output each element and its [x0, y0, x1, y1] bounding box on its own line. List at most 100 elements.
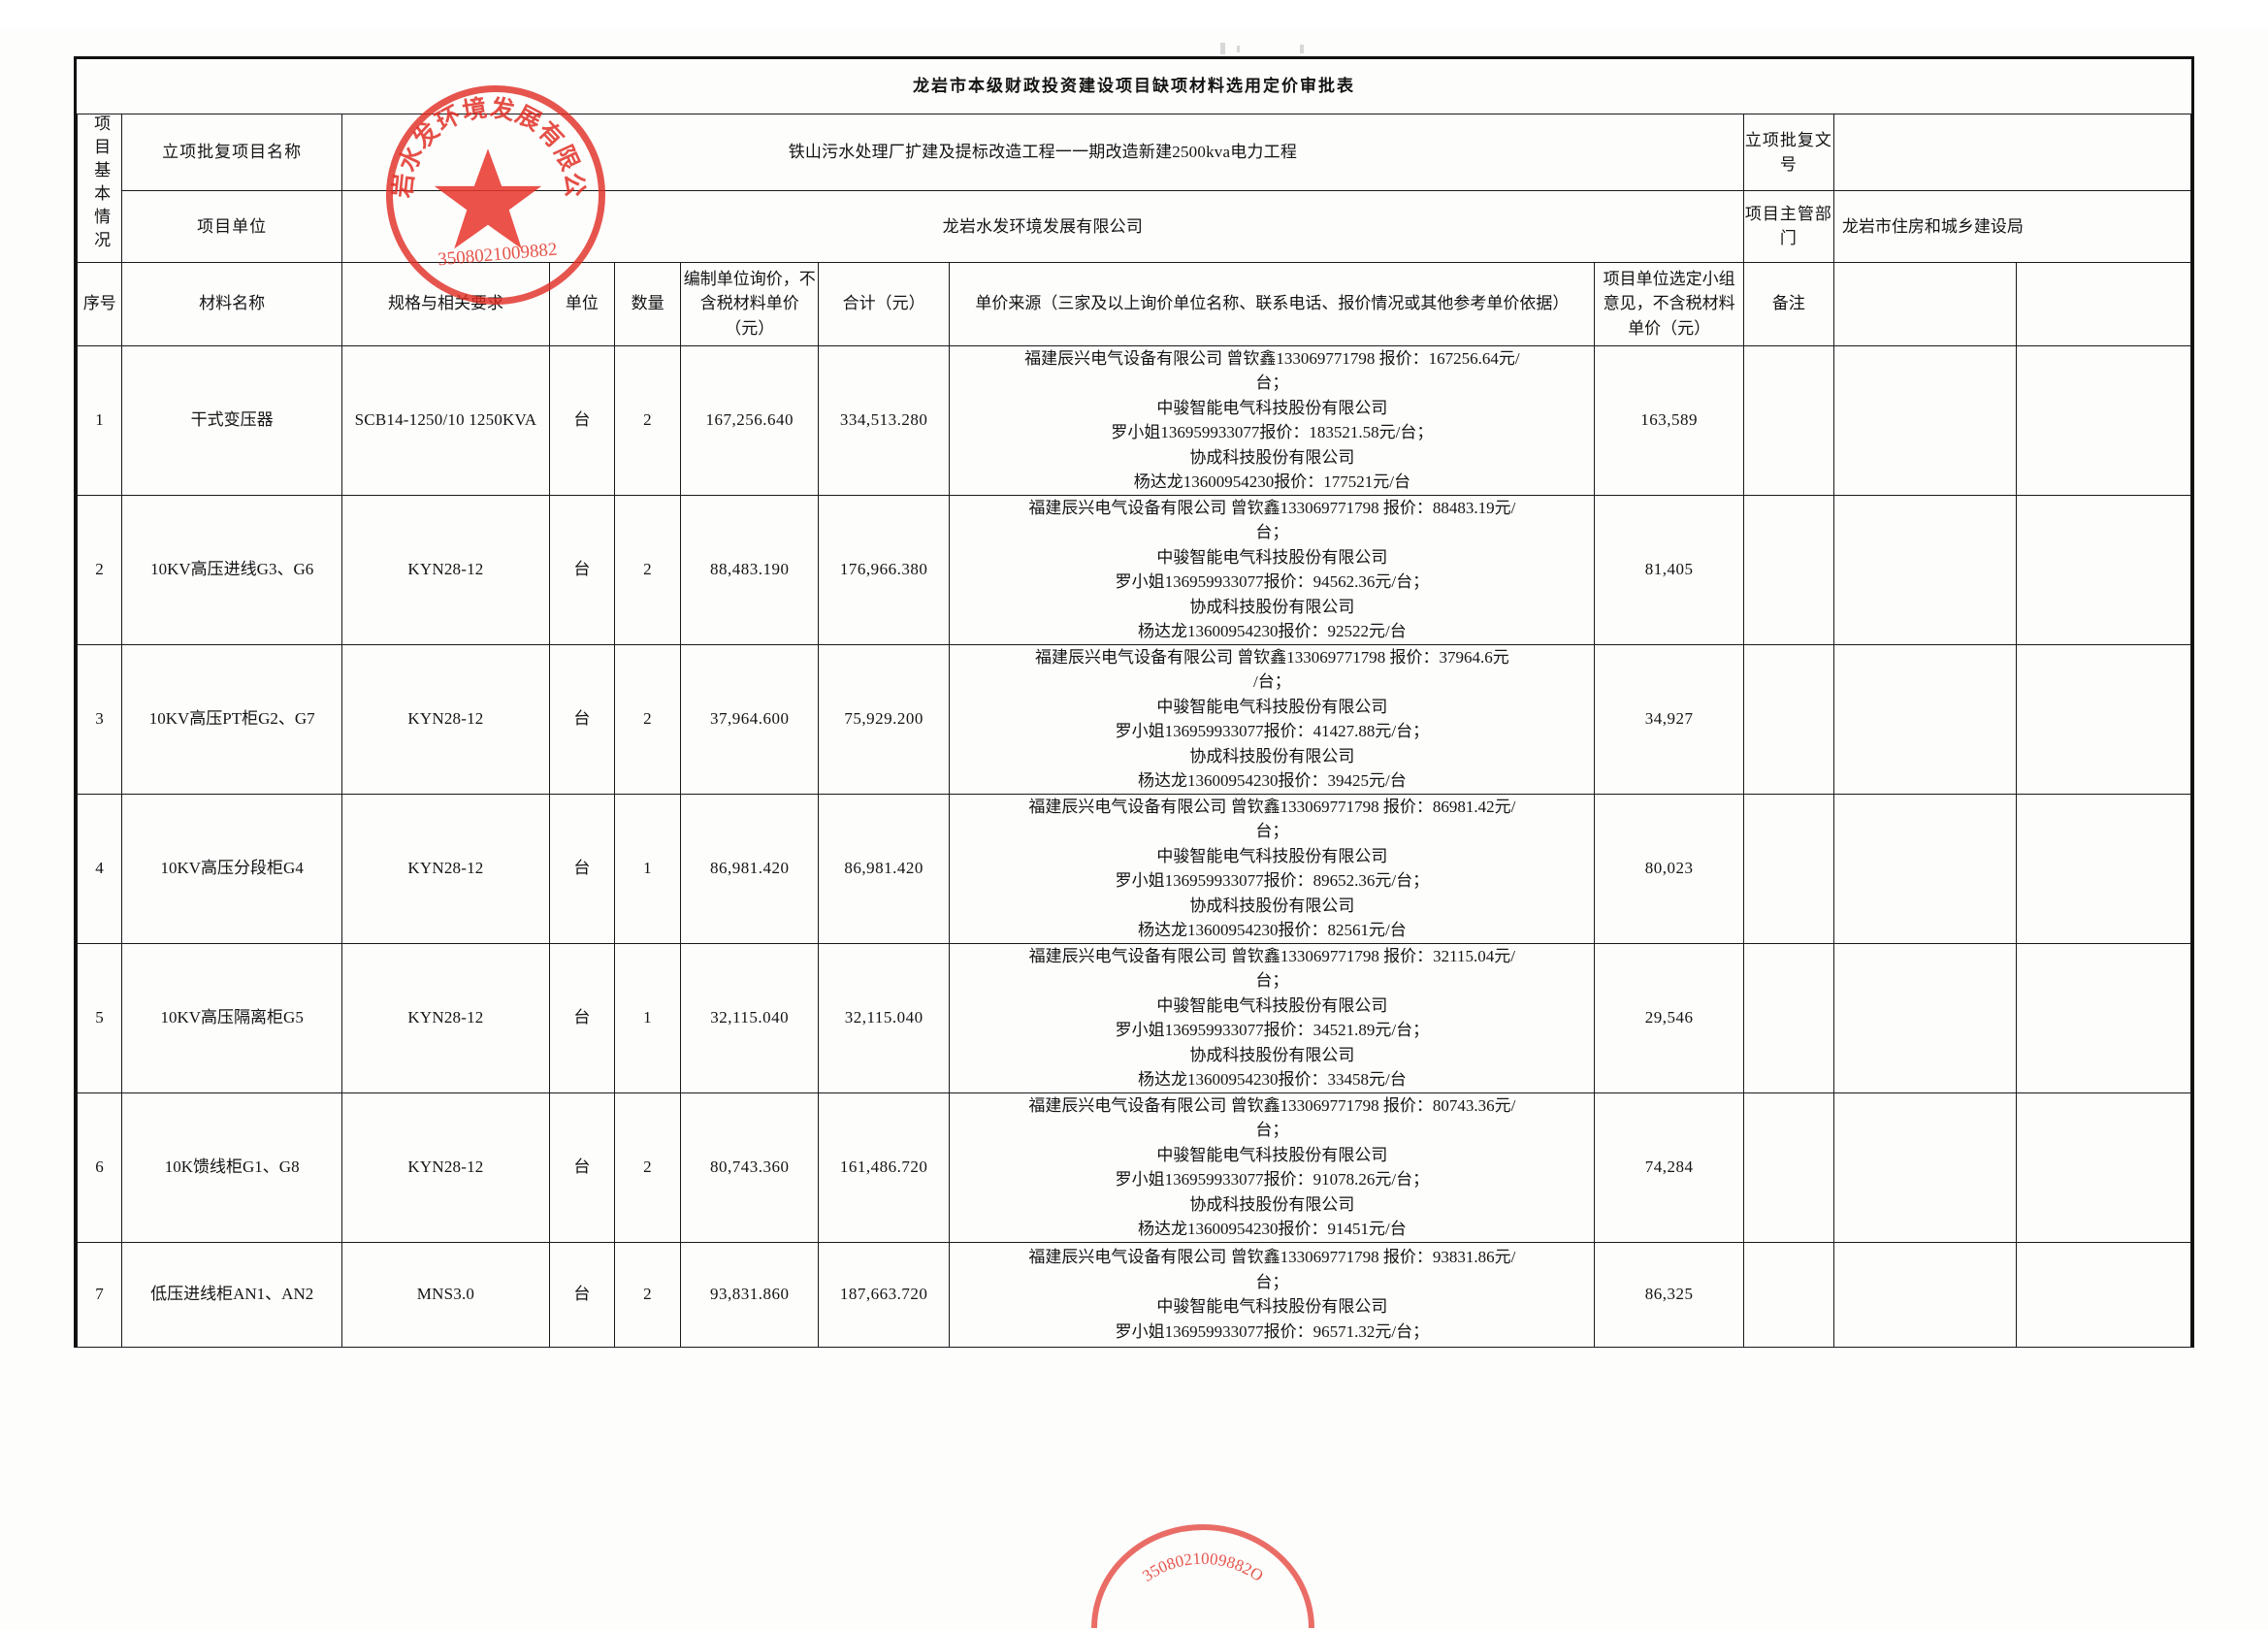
supervising-dept-value: 龙岩市住房和城乡建设局	[1832, 190, 2192, 263]
price-source-line: 台；	[1255, 822, 1289, 840]
cell-seq: 2	[76, 494, 123, 645]
cell-extra-2	[2015, 494, 2192, 645]
col-header-remark: 备注	[1742, 261, 1834, 346]
project-unit-value: 龙岩水发环境发展有限公司	[340, 190, 1744, 263]
cell-spec: KYN28-12	[340, 942, 551, 1093]
cell-total: 75,929.200	[817, 643, 951, 795]
cell-extra-1	[1832, 1241, 2017, 1348]
cell-compile-price: 80,743.360	[680, 1092, 819, 1243]
price-source-line: 罗小姐136959933077报价：91078.26元/台；	[1115, 1170, 1430, 1189]
column-header-row: 序号 材料名称 规格与相关要求 单位 数量 编制单位询价，不含税材料单价（元） …	[76, 261, 2192, 346]
table-row: 6 10K馈线柜G1、G8 KYN28-12 台 2 80,743.360 161,486.…	[76, 1092, 2192, 1243]
cell-compile-price: 88,483.190	[680, 494, 819, 645]
col-header-selected-price: 项目单位选定小组意见，不含税材料单价（元）	[1594, 261, 1744, 346]
price-source-line: 中骏智能电气科技股份有限公司	[1156, 1297, 1388, 1316]
cell-remark	[1742, 643, 1834, 795]
price-source-line: 福建辰兴电气设备有限公司 曾钦鑫133069771798 报价：88483.19…	[1028, 498, 1516, 517]
cell-seq: 1	[76, 344, 123, 496]
col-header-price-source: 单价来源（三家及以上询价单位名称、联系电话、报价情况或其他参考单价依据）	[949, 261, 1596, 346]
cell-spec: KYN28-12	[340, 1092, 551, 1243]
cell-spec: KYN28-12	[340, 793, 551, 944]
col-header-qty: 数量	[613, 261, 682, 346]
cell-qty: 1	[613, 942, 682, 1093]
price-source-line: 中骏智能电气科技股份有限公司	[1156, 547, 1388, 567]
cell-price-source: 福建辰兴电气设备有限公司 曾钦鑫133069771798 报价：37964.6元…	[949, 643, 1596, 795]
col-header-extra-1	[1832, 261, 2017, 346]
price-source-line: 杨达龙13600954230报价：92522元/台	[1137, 622, 1407, 640]
cell-selected-price: 34,927	[1594, 643, 1744, 795]
cell-extra-2	[2015, 1241, 2192, 1348]
cell-unit: 台	[549, 344, 615, 496]
cell-material-name: 10K馈线柜G1、G8	[121, 1092, 342, 1243]
table-row: 3 10KV高压PT柜G2、G7 KYN28-12 台 2 37,964.600 75,92…	[76, 643, 2192, 795]
price-source-line: 罗小姐136959933077报价：96571.32元/台；	[1115, 1321, 1430, 1341]
cell-seq: 4	[76, 793, 123, 944]
project-unit-row: 项目单位 龙岩水发环境发展有限公司 项目主管部门 龙岩市住房和城乡建设局	[78, 190, 2192, 263]
col-header-material-name: 材料名称	[121, 261, 342, 346]
page-title: 龙岩市本级财政投资建设项目缺项材料选用定价审批表	[77, 59, 2191, 114]
price-source-line: 杨达龙13600954230报价：91451元/台	[1137, 1220, 1407, 1238]
price-source-line: 中骏智能电气科技股份有限公司	[1156, 995, 1388, 1015]
cell-extra-1	[1832, 942, 2017, 1093]
page-top-margin	[0, 0, 2268, 29]
price-source-line: /台；	[1252, 672, 1291, 691]
price-source-line: 台；	[1255, 1121, 1289, 1139]
cell-extra-1	[1832, 344, 2017, 496]
col-header-extra-2	[2015, 261, 2192, 346]
price-source-line: 中骏智能电气科技股份有限公司	[1156, 398, 1388, 417]
price-source-line: 中骏智能电气科技股份有限公司	[1156, 846, 1388, 865]
price-source-line: 罗小姐136959933077报价：34521.89元/台；	[1115, 1021, 1430, 1039]
col-header-compile-price: 编制单位询价，不含税材料单价（元）	[680, 261, 819, 346]
price-source-line: 杨达龙13600954230报价：33458元/台	[1137, 1070, 1407, 1089]
cell-total: 187,663.720	[817, 1241, 951, 1348]
cell-selected-price: 81,405	[1594, 494, 1744, 645]
cell-remark	[1742, 793, 1834, 944]
svg-text:3508021009882O: 3508021009882O	[1139, 1549, 1267, 1585]
scan-speck	[1220, 43, 1225, 54]
cell-spec: SCB14-1250/10 1250KVA	[340, 344, 551, 496]
cell-remark	[1742, 942, 1834, 1093]
cell-extra-1	[1832, 793, 2017, 944]
cell-price-source: 福建辰兴电气设备有限公司 曾钦鑫133069771798 报价：93831.86…	[949, 1241, 1596, 1348]
bottom-oval-seal: 3508021009882O	[1091, 1524, 1314, 1629]
table-row: 2 10KV高压进线G3、G6 KYN28-12 台 2 88,483.190 176,96…	[76, 494, 2192, 645]
approval-form-sheet: 龙岩市本级财政投资建设项目缺项材料选用定价审批表 项目基本情况 立项批复项目名称…	[74, 56, 2194, 1348]
price-source-line: 福建辰兴电气设备有限公司 曾钦鑫133069771798 报价：80743.36…	[1028, 1095, 1516, 1115]
cell-compile-price: 32,115.040	[680, 942, 819, 1093]
price-source-line: 协成科技股份有限公司	[1189, 597, 1355, 616]
cell-material-name: 10KV高压进线G3、G6	[121, 494, 342, 645]
price-source-line: 福建辰兴电气设备有限公司 曾钦鑫133069771798 报价：32115.04…	[1028, 946, 1515, 965]
price-source-line: 福建辰兴电气设备有限公司 曾钦鑫133069771798 报价：167256.6…	[1024, 348, 1520, 368]
price-source-line: 台；	[1255, 523, 1289, 541]
project-name-value: 铁山污水处理厂扩建及提标改造工程一一期改造新建2500kva电力工程	[340, 113, 1744, 192]
col-header-spec: 规格与相关要求	[340, 261, 551, 346]
cell-price-source: 福建辰兴电气设备有限公司 曾钦鑫133069771798 报价：88483.19…	[949, 494, 1596, 645]
cell-unit: 台	[549, 643, 615, 795]
cell-price-source: 福建辰兴电气设备有限公司 曾钦鑫133069771798 报价：32115.04…	[949, 942, 1596, 1093]
supervising-dept-label: 项目主管部门	[1742, 190, 1834, 263]
price-source-line: 福建辰兴电气设备有限公司 曾钦鑫133069771798 报价：37964.6元	[1034, 647, 1509, 667]
col-header-unit: 单位	[549, 261, 615, 346]
cell-seq: 7	[76, 1241, 123, 1348]
cell-seq: 3	[76, 643, 123, 795]
cell-seq: 5	[76, 942, 123, 1093]
price-source-line: 罗小姐136959933077报价：94562.36元/台；	[1115, 572, 1430, 591]
cell-remark	[1742, 494, 1834, 645]
cell-selected-price: 74,284	[1594, 1092, 1744, 1243]
table-body: 1 干式变压器 SCB14-1250/10 1250KVA 台 2 167,256.640…	[76, 344, 2192, 1348]
cell-material-name: 10KV高压PT柜G2、G7	[121, 643, 342, 795]
cell-total: 176,966.380	[817, 494, 951, 645]
cell-selected-price: 163,589	[1594, 344, 1744, 496]
cell-total: 334,513.280	[817, 344, 951, 496]
cell-extra-2	[2015, 942, 2192, 1093]
cell-unit: 台	[549, 494, 615, 645]
cell-extra-2	[2015, 643, 2192, 795]
cell-total: 161,486.720	[817, 1092, 951, 1243]
cell-selected-price: 86,325	[1594, 1241, 1744, 1348]
cell-spec: KYN28-12	[340, 494, 551, 645]
price-source-line: 福建辰兴电气设备有限公司 曾钦鑫133069771798 报价：86981.42…	[1028, 797, 1516, 816]
cell-remark	[1742, 344, 1834, 496]
title-row: 龙岩市本级财政投资建设项目缺项材料选用定价审批表	[77, 59, 2191, 114]
cell-qty: 2	[613, 344, 682, 496]
cell-spec: KYN28-12	[340, 643, 551, 795]
